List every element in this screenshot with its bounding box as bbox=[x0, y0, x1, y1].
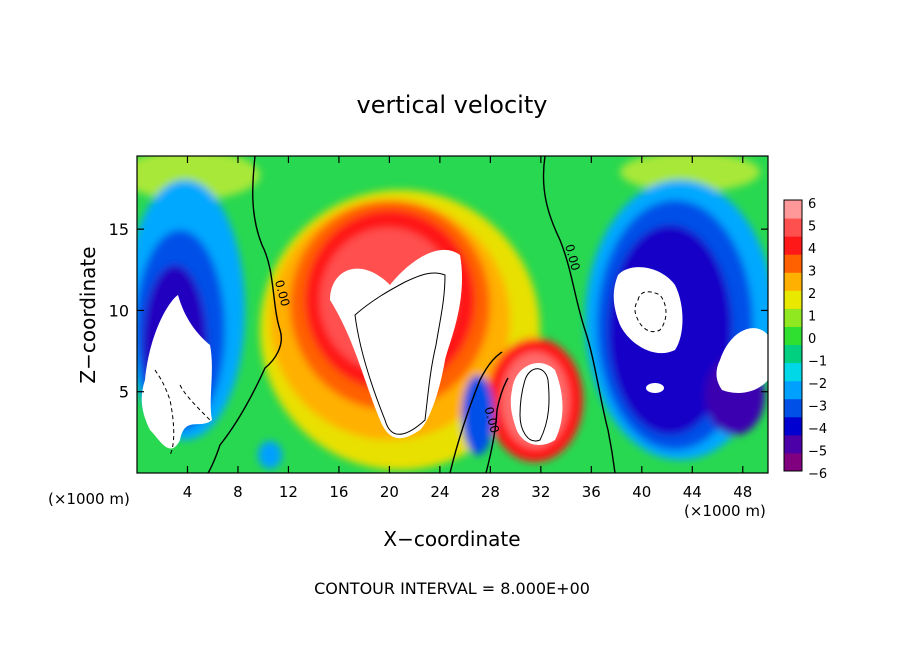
contour-inner-central bbox=[354, 272, 446, 435]
colorbar-tick-label: 2 bbox=[808, 287, 816, 302]
colorbar-tick-label: 0 bbox=[808, 332, 816, 347]
saturated-region-left bbox=[141, 295, 212, 449]
x-tick-label: 8 bbox=[233, 483, 243, 501]
colorbar-tick-label: 4 bbox=[808, 242, 816, 257]
saturated-region-right-low bbox=[716, 328, 768, 393]
x-tick-label: 20 bbox=[380, 483, 399, 501]
colorbar-swatch bbox=[784, 254, 802, 273]
contour-inner-cell bbox=[519, 368, 550, 442]
contour-dashed-right bbox=[634, 291, 667, 333]
colorbar-tick-label: −2 bbox=[808, 377, 827, 392]
x-tick-label: 24 bbox=[430, 483, 449, 501]
colorbar-swatch bbox=[784, 434, 802, 454]
contour-dashed-left bbox=[154, 369, 211, 456]
colorbar-swatch bbox=[784, 272, 802, 291]
x-tick-label: 40 bbox=[632, 483, 651, 501]
x-tick-label: 12 bbox=[279, 483, 298, 501]
x-tick-label: 28 bbox=[481, 483, 500, 501]
colorbar-swatch bbox=[784, 380, 802, 400]
y-tick-label: 5 bbox=[119, 383, 129, 402]
colorbar-swatch bbox=[784, 200, 802, 219]
saturated-region-cell bbox=[510, 362, 563, 445]
contour-interval-footer: CONTOUR INTERVAL = 8.000E+00 bbox=[314, 579, 590, 598]
x-tick-label: 4 bbox=[183, 483, 193, 501]
x-tick-label: 16 bbox=[329, 483, 348, 501]
y-tick-label: 10 bbox=[109, 301, 129, 320]
colorbar-tick-label: 3 bbox=[808, 265, 816, 280]
colorbar-swatch bbox=[784, 398, 802, 418]
colorbar-tick-label: 1 bbox=[808, 310, 816, 325]
contour-label: 0.00 bbox=[481, 405, 501, 434]
zero-contour-central-low bbox=[449, 351, 503, 473]
contour-label: 0.00 bbox=[272, 278, 292, 307]
x-axis: 4 8 12 16 20 24 28 32 36 40 44 48 bbox=[183, 156, 752, 501]
x-unit-right: (×1000 m) bbox=[684, 502, 766, 520]
zero-contour-right bbox=[542, 156, 616, 473]
x-axis-label: X−coordinate bbox=[383, 527, 520, 551]
colorbar-swatch bbox=[784, 344, 802, 364]
colorbar-tick-label: −5 bbox=[808, 445, 827, 460]
colorbar-swatch bbox=[784, 290, 802, 309]
colorbar: 6 5 4 3 2 1 0 −1 −2 −3 −4 −5 −6 bbox=[783, 197, 827, 482]
colorbar-tick-label: 6 bbox=[808, 197, 816, 212]
colorbar-tick-label: −1 bbox=[808, 355, 827, 370]
zero-contour-cell bbox=[485, 377, 509, 473]
colorbar-tick-label: −4 bbox=[808, 422, 827, 437]
x-tick-label: 36 bbox=[582, 483, 601, 501]
colorbar-frame bbox=[783, 199, 803, 472]
colorbar-tick-label: 5 bbox=[808, 220, 816, 235]
saturated-region-right bbox=[613, 267, 683, 354]
colorbar-swatch bbox=[784, 218, 802, 237]
y-axis: 5 10 15 bbox=[109, 220, 768, 402]
zero-contour-left bbox=[207, 156, 282, 473]
colorbar-swatch bbox=[784, 416, 802, 436]
x-tick-label: 44 bbox=[683, 483, 702, 501]
x-unit-left: (×1000 m) bbox=[48, 490, 130, 508]
chart-title: vertical velocity bbox=[357, 91, 548, 119]
contour-lines bbox=[154, 156, 667, 473]
colorbar-swatch bbox=[784, 308, 802, 327]
x-tick-label: 48 bbox=[733, 483, 752, 501]
x-tick-label: 32 bbox=[531, 483, 550, 501]
y-axis-label: Z−coordinate bbox=[76, 246, 100, 383]
colorbar-swatch bbox=[784, 236, 802, 255]
saturated-region-central bbox=[330, 249, 463, 439]
saturated-region-blob bbox=[646, 383, 664, 393]
colorbar-tick-label: −6 bbox=[808, 467, 827, 482]
colorbar-swatch bbox=[784, 452, 802, 472]
plot-frame bbox=[136, 155, 769, 474]
colorbar-swatch bbox=[784, 362, 802, 382]
colorbar-swatch bbox=[784, 326, 802, 346]
contour-label: 0.00 bbox=[562, 243, 582, 272]
plot-area: 0.00 0.00 0.00 bbox=[137, 156, 768, 473]
contour-labels: 0.00 0.00 0.00 bbox=[272, 243, 583, 435]
colorbar-tick-label: −3 bbox=[808, 400, 827, 415]
y-tick-label: 15 bbox=[109, 220, 129, 239]
